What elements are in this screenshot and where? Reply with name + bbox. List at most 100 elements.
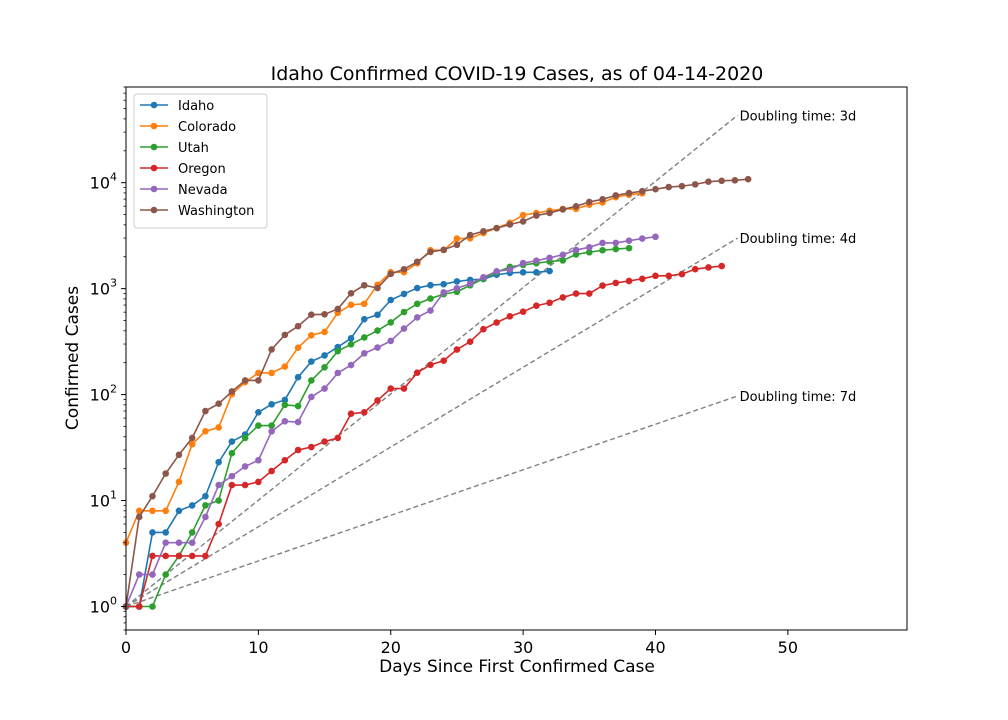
data-point-washington-31 — [533, 212, 540, 219]
data-point-utah-7 — [215, 497, 222, 504]
x-tick-label-20: 20 — [381, 638, 401, 657]
data-point-utah-38 — [625, 244, 633, 252]
y-tick-label-10000: 104 — [90, 171, 117, 193]
data-point-washington-3 — [162, 470, 170, 477]
legend-swatch-marker — [150, 101, 158, 109]
data-point-idaho-14 — [308, 358, 315, 365]
data-point-nevada-17 — [347, 361, 355, 369]
data-point-washington-17 — [347, 289, 355, 297]
data-point-oregon-5 — [188, 552, 196, 560]
data-point-oregon-34 — [572, 290, 580, 297]
data-point-oregon-3 — [162, 552, 170, 560]
legend-label-oregon: Oregon — [178, 162, 226, 177]
y-tick-label-1: 100 — [90, 594, 117, 616]
data-point-oregon-10 — [255, 478, 262, 486]
y-tick-label-10: 101 — [90, 489, 117, 511]
data-point-nevada-29 — [506, 266, 514, 273]
data-point-utah-9 — [241, 434, 249, 442]
data-point-idaho-8 — [228, 438, 236, 445]
data-point-oregon-22 — [413, 369, 421, 376]
data-point-idaho-20 — [387, 296, 395, 304]
data-point-utah-22 — [413, 300, 421, 308]
data-point-oregon-26 — [466, 338, 474, 345]
data-point-nevada-19 — [374, 344, 381, 351]
data-point-oregon-32 — [546, 299, 553, 307]
data-point-washington-40 — [652, 185, 659, 193]
data-point-utah-16 — [334, 347, 342, 355]
data-point-utah-36 — [599, 246, 606, 254]
legend-label-idaho: Idaho — [178, 99, 214, 114]
data-point-oregon-31 — [533, 302, 540, 310]
y-axis-label: Confirmed Cases — [63, 286, 83, 430]
data-point-idaho-30 — [519, 269, 527, 276]
series-line-oregon — [126, 265, 722, 608]
data-point-washington-30 — [519, 218, 527, 225]
series-washington — [122, 175, 752, 610]
data-point-idaho-15 — [321, 352, 328, 359]
data-point-nevada-10 — [255, 456, 262, 464]
data-point-washington-46 — [731, 176, 739, 184]
data-point-washington-44 — [705, 178, 712, 185]
data-point-idaho-12 — [281, 396, 289, 404]
data-point-colorado-1 — [135, 507, 143, 515]
data-point-oregon-39 — [638, 275, 646, 283]
x-tick-label-30: 30 — [513, 638, 533, 657]
data-point-idaho-3 — [162, 529, 170, 536]
data-point-washington-2 — [149, 492, 156, 500]
legend-swatch-marker — [150, 122, 158, 130]
legend-entry-idaho: Idaho — [140, 99, 214, 114]
data-point-washington-39 — [638, 187, 646, 195]
data-point-washington-37 — [612, 192, 620, 199]
data-point-idaho-7 — [215, 458, 222, 466]
axes: 0 10 20 30 40 50 100 101 102 103 104 — [90, 86, 798, 657]
reference-line-4d — [125, 237, 738, 608]
data-point-washington-33 — [559, 206, 567, 213]
reference-lines: Doubling time: 3d Doubling time: 4d Doubli… — [125, 109, 856, 608]
data-point-idaho-32 — [546, 267, 553, 275]
legend: Idaho Colorado Utah Oregon Nevada Washington — [133, 93, 268, 229]
data-point-oregon-42 — [678, 270, 686, 278]
data-point-nevada-23 — [427, 307, 434, 314]
data-point-colorado-15 — [321, 328, 328, 336]
series-line-washington — [125, 178, 749, 607]
data-point-utah-12 — [281, 401, 289, 409]
data-point-nevada-13 — [294, 418, 302, 426]
data-point-washington-20 — [387, 270, 395, 278]
data-point-washington-28 — [493, 224, 500, 232]
data-point-idaho-4 — [175, 507, 183, 515]
x-tick-label-50: 50 — [778, 638, 798, 657]
data-point-colorado-4 — [175, 478, 183, 486]
data-point-colorado-25 — [453, 235, 461, 242]
data-point-idaho-24 — [440, 280, 447, 288]
data-point-utah-17 — [347, 341, 355, 348]
data-point-oregon-12 — [281, 456, 289, 464]
data-point-washington-4 — [175, 451, 183, 459]
chart-title: Idaho Confirmed COVID-19 Cases, as of 04… — [271, 63, 764, 85]
data-point-nevada-16 — [334, 369, 342, 377]
data-point-nevada-33 — [559, 251, 567, 259]
data-point-washington-26 — [466, 231, 474, 239]
data-point-oregon-4 — [175, 552, 183, 560]
data-point-washington-19 — [374, 284, 381, 292]
data-point-oregon-25 — [453, 346, 461, 353]
data-point-nevada-26 — [466, 280, 474, 288]
series-oregon — [122, 262, 725, 610]
data-point-nevada-4 — [175, 539, 183, 547]
data-point-washington-9 — [241, 377, 249, 384]
data-point-idaho-19 — [374, 311, 381, 319]
data-point-nevada-15 — [321, 385, 328, 392]
data-point-washington-13 — [294, 322, 302, 330]
data-point-utah-2 — [149, 603, 156, 610]
data-point-nevada-30 — [519, 259, 527, 267]
data-point-washington-1 — [135, 513, 143, 521]
data-point-washington-12 — [281, 331, 289, 339]
data-point-utah-23 — [427, 295, 434, 302]
legend-entry-nevada: Nevada — [140, 183, 228, 198]
y-tick-label-1000: 103 — [90, 277, 117, 299]
data-point-washington-11 — [268, 346, 275, 353]
data-point-oregon-18 — [360, 409, 368, 416]
data-point-nevada-24 — [440, 289, 447, 296]
legend-entry-oregon: Oregon — [140, 162, 226, 177]
legend-entry-washington: Washington — [140, 204, 254, 219]
data-point-washington-32 — [546, 209, 553, 217]
